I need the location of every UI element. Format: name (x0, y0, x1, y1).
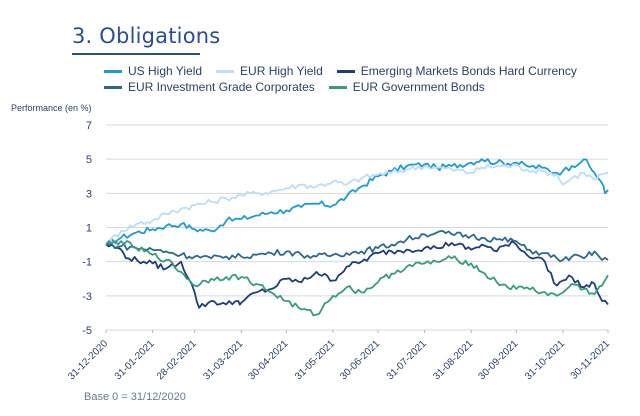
legend-label: EUR High Yield (240, 64, 323, 78)
base-footnote: Base 0 = 31/12/2020 (84, 391, 186, 403)
title-underline (72, 53, 200, 55)
x-tick-label: 30-11-2021 (569, 338, 613, 382)
legend-label: Emerging Markets Bonds Hard Currency (360, 64, 577, 78)
y-tick-label: -5 (82, 325, 92, 337)
y-axis-label: Performance (en %) (11, 103, 92, 113)
legend-row: EUR Investment Grade Corporates EUR Gover… (104, 80, 634, 94)
x-tick-label: 31-10-2021 (523, 338, 567, 382)
legend-label: US High Yield (128, 64, 203, 78)
legend-item: EUR High Yield (216, 64, 323, 78)
x-tick-label: 31-01-2021 (113, 338, 157, 382)
legend-swatch (328, 85, 347, 89)
x-tick-label: 28-02-2021 (155, 338, 199, 382)
y-tick-label: -3 (82, 291, 92, 303)
y-tick-label: 7 (86, 120, 92, 132)
legend-item: US High Yield (104, 64, 202, 78)
x-tick-label: 30-04-2021 (247, 338, 291, 382)
series-line (105, 230, 609, 263)
y-tick-label: -1 (82, 257, 92, 269)
chart-legend: US High Yield EUR High Yield Emerging Mark… (104, 64, 634, 96)
legend-label: EUR Government Bonds (352, 80, 485, 94)
series-line (105, 240, 609, 317)
legend-row: US High Yield EUR High Yield Emerging Mark… (104, 64, 634, 78)
y-tick-label: 5 (86, 154, 92, 166)
x-tick-label: 30-09-2021 (476, 338, 520, 382)
series-line (105, 240, 609, 309)
y-tick-label: 3 (86, 188, 92, 200)
x-tick-label: 31-12-2020 (66, 338, 110, 382)
x-tick-label: 31-05-2021 (293, 338, 337, 382)
legend-swatch (336, 69, 355, 73)
legend-swatch (104, 69, 122, 73)
legend-swatch (216, 69, 235, 73)
series-line (105, 163, 609, 246)
legend-item: Emerging Markets Bonds Hard Currency (336, 64, 577, 78)
legend-label: EUR Investment Grade Corporates (128, 80, 315, 94)
legend-item: EUR Government Bonds (328, 80, 485, 94)
y-tick-label: 1 (86, 223, 92, 235)
x-tick-label: 31-03-2021 (201, 338, 245, 382)
x-tick-label: 31-07-2021 (385, 338, 429, 382)
legend-item: EUR Investment Grade Corporates (104, 80, 315, 94)
x-tick-label: 30-06-2021 (338, 338, 382, 382)
series-line (105, 158, 609, 246)
legend-swatch (104, 85, 122, 89)
x-tick-label: 31-08-2021 (431, 338, 475, 382)
page-title: 3. Obligations (72, 24, 221, 48)
